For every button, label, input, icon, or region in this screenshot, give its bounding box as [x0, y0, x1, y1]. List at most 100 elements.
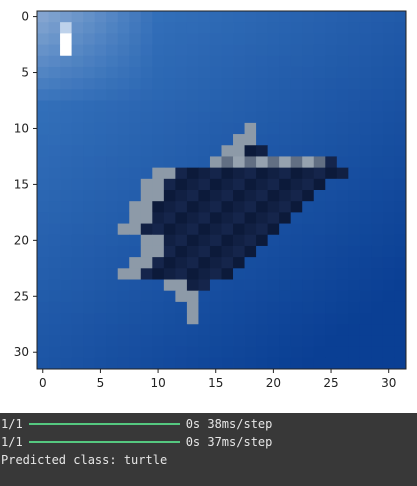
image-pixel [394, 156, 407, 169]
image-pixel [48, 357, 61, 370]
image-pixel [94, 290, 107, 303]
image-pixel [394, 268, 407, 280]
image-pixel [175, 156, 188, 169]
image-pixel [279, 268, 292, 280]
image-pixel [117, 145, 130, 157]
image-pixel [233, 156, 245, 169]
image-pixel [313, 279, 326, 292]
image-pixel [244, 268, 257, 280]
image-pixel [382, 111, 395, 124]
image-pixel [256, 290, 269, 303]
image-pixel [267, 301, 280, 314]
image-pixel [371, 234, 384, 247]
image-pixel [129, 279, 142, 292]
image-pixel [313, 190, 326, 202]
image-pixel [348, 279, 361, 292]
image-pixel [209, 11, 222, 23]
image-pixel [244, 245, 257, 258]
image-pixel [336, 78, 349, 90]
image-pixel [382, 78, 395, 90]
image-pixel [336, 66, 349, 79]
image-pixel [140, 55, 153, 68]
y-tick-label: 25 [14, 289, 29, 303]
image-pixel [175, 89, 188, 101]
image-pixel [221, 167, 234, 180]
image-pixel [117, 268, 130, 280]
image-pixel [221, 234, 234, 247]
image-pixel [302, 11, 315, 23]
image-pixel [256, 234, 269, 247]
image-pixel [244, 178, 257, 191]
image-pixel [325, 357, 338, 370]
x-axis-ticks: 0 5 10 15 20 25 30 [39, 369, 396, 390]
image-pixel [163, 55, 176, 68]
image-pixel [94, 257, 107, 269]
image-pixel [94, 223, 107, 236]
image-pixel [37, 89, 49, 101]
image-pixel [394, 55, 407, 68]
image-pixel [302, 167, 315, 180]
image-pixel [302, 301, 315, 314]
image-pixel [140, 89, 153, 101]
y-tick-label: 20 [14, 233, 29, 247]
image-pixel [209, 134, 222, 146]
progress-line-1: 1/1 0s 38ms/step [0, 415, 417, 433]
image-pixel [48, 66, 61, 79]
image-pixel [382, 100, 395, 113]
image-pixel [348, 122, 361, 135]
image-pixel [175, 279, 188, 292]
image-pixel [325, 346, 338, 359]
image-pixel [371, 111, 384, 124]
image-pixel [233, 234, 245, 247]
image-pixel [71, 33, 84, 45]
image-pixel [221, 201, 234, 213]
image-pixel [71, 156, 84, 169]
image-pixel [152, 346, 165, 359]
image-pixel [290, 245, 303, 258]
image-pixel [83, 346, 96, 359]
image-pixel [48, 134, 61, 146]
image-pixel [313, 201, 326, 213]
image-pixel [140, 212, 153, 224]
image-pixel [209, 301, 222, 314]
image-pixel [313, 145, 326, 157]
image-pixel [336, 22, 349, 34]
image-pixel [267, 279, 280, 292]
image-pixel [209, 223, 222, 236]
image-pixel [336, 134, 349, 146]
image-pixel [48, 22, 61, 34]
image-pixel [37, 201, 49, 213]
image-pixel [290, 55, 303, 68]
image-pixel [37, 178, 49, 191]
image-pixel [163, 201, 176, 213]
image-pixel [94, 55, 107, 68]
image-pixel [117, 89, 130, 101]
image-pixel [140, 167, 153, 180]
image-pixel [221, 55, 234, 68]
image-pixel [279, 22, 292, 34]
image-pixel [186, 335, 199, 348]
image-pixel [175, 66, 188, 79]
image-pixel [186, 44, 199, 57]
image-pixel [71, 346, 84, 359]
image-pixel [382, 201, 395, 213]
image-pixel [348, 89, 361, 101]
image-pixel [140, 111, 153, 124]
image-pixel [290, 324, 303, 336]
image-pixel [83, 44, 96, 57]
image-pixel [359, 335, 372, 348]
image-pixel [394, 78, 407, 90]
image-pixel [371, 44, 384, 57]
image-pixel [94, 335, 107, 348]
image-pixel [279, 66, 292, 79]
image-pixel [313, 44, 326, 57]
image-pixel [198, 190, 211, 202]
image-pixel [71, 122, 84, 135]
image-pixel [186, 156, 199, 169]
image-pixel [60, 78, 72, 90]
image-pixel [60, 33, 72, 45]
image-pixel [290, 234, 303, 247]
image-pixel [71, 201, 84, 213]
image-pixel [209, 245, 222, 258]
image-pixel [83, 167, 96, 180]
